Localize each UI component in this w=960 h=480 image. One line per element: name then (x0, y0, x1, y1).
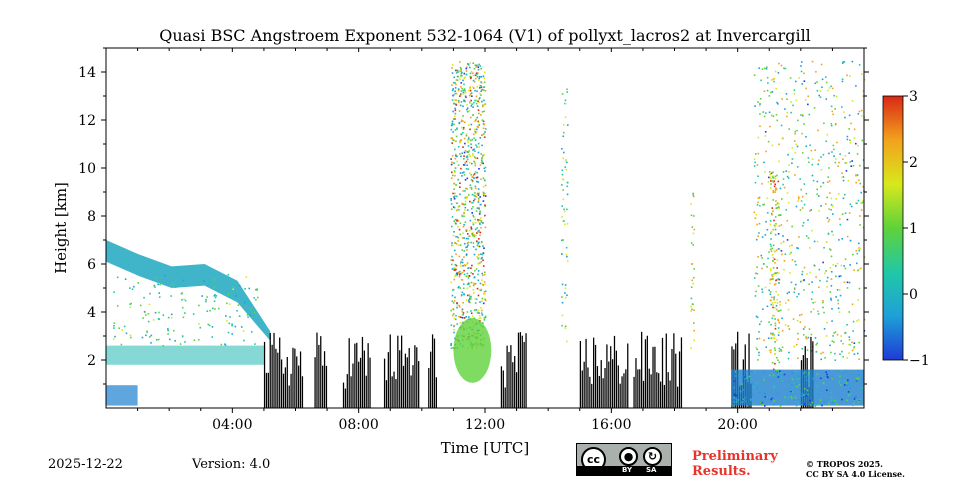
y-tick-label-0: 2 (87, 353, 96, 369)
high-column-noise (450, 61, 487, 350)
aerosol-layer-top (106, 240, 271, 341)
cc-bar (577, 466, 671, 475)
person-icon: ● (619, 447, 638, 466)
x-tick-label-3: 16:00 (591, 417, 631, 433)
cc-by-label: BY (622, 466, 633, 474)
convective-patch (453, 318, 492, 383)
y-tick-label-1: 4 (87, 305, 96, 321)
surface-layer-patch (106, 385, 138, 406)
x-tick-label-4: 20:00 (717, 417, 757, 433)
column-noise-1830 (690, 192, 696, 350)
cc-license-badge: cc ● ↻ BY SA (576, 443, 672, 476)
x-tick-label-2: 12:00 (465, 417, 505, 433)
colorbar-tick-label-2: 1 (909, 221, 918, 237)
colorbar: −1 0 1 2 3 (882, 89, 930, 369)
y-tick-label-2: 6 (87, 257, 96, 273)
colorbar-tick-label-3: 2 (909, 155, 918, 171)
column-noise-2100 (769, 171, 781, 373)
copyright-notice: © TROPOS 2025. CC BY SA 4.0 License. (806, 459, 946, 479)
chart-title: Quasi BSC Angstroem Exponent 532-1064 (V… (159, 26, 811, 45)
colorbar-tick-label-0: −1 (909, 353, 930, 369)
low-cloud-region (263, 331, 814, 408)
x-tick-label-1: 08:00 (338, 417, 378, 433)
y-tick-label-4: 10 (78, 161, 96, 177)
preliminary-results-label: Preliminary Results. (692, 449, 778, 479)
date-label: 2025-12-22 (48, 457, 123, 472)
y-axis-label: Height [km] (52, 182, 70, 274)
evening-noise (753, 60, 866, 361)
column-noise-1430 (560, 88, 569, 343)
copyright-line-2: CC BY SA 4.0 License. (806, 469, 905, 479)
y-tick-label-6: 14 (78, 65, 96, 81)
boundary-layer-band (106, 345, 264, 365)
version-label: Version: 4.0 (192, 457, 271, 472)
y-tick-label-5: 12 (78, 113, 96, 129)
copyright-line-1: © TROPOS 2025. (806, 459, 883, 469)
share-alike-icon: ↻ (643, 447, 662, 466)
y-tick-label-3: 8 (87, 209, 96, 225)
x-tick-label-0: 04:00 (212, 417, 252, 433)
colorbar-tick-label-1: 0 (909, 287, 918, 303)
axes: 04:00 08:00 12:00 16:00 20:00 2 4 6 8 10 12 14 (78, 47, 869, 433)
night-bl-texture (732, 369, 865, 407)
colorbar-tick-label-4: 3 (909, 89, 918, 105)
aerosol-scatter (112, 273, 259, 347)
colorbar-gradient (882, 95, 904, 361)
cc-sa-label: SA (646, 466, 657, 474)
plot-area (106, 60, 866, 408)
x-axis-label: Time [UTC] (441, 439, 530, 457)
